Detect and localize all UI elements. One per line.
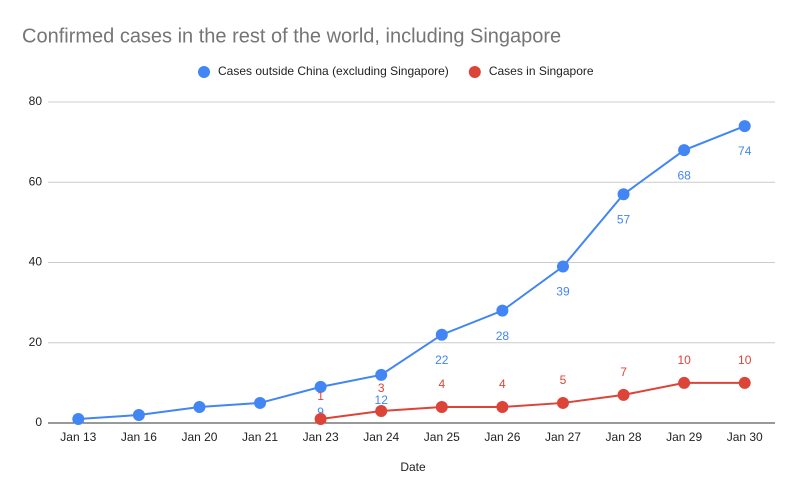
legend-label: Cases in Singapore [489, 64, 594, 78]
point [435, 328, 448, 341]
x-tick-label: Jan 13 [60, 430, 96, 444]
point [132, 408, 145, 421]
series-line [320, 381, 745, 420]
point [617, 388, 630, 401]
data-label: 9 [317, 405, 324, 419]
legend-marker [198, 66, 210, 78]
point [738, 120, 751, 133]
x-tick-label: Jan 16 [121, 430, 157, 444]
y-tick-label: 0 [35, 415, 42, 429]
x-tick-label: Jan 21 [242, 430, 278, 444]
x-tick-label: Jan 29 [666, 430, 702, 444]
data-label: 3 [378, 381, 385, 395]
point [435, 400, 448, 413]
point [556, 396, 569, 409]
data-label: 1 [317, 389, 324, 403]
data-label: 39 [556, 285, 570, 299]
legend-label: Cases outside China (excluding Singapore… [218, 64, 449, 78]
y-tick-label: 80 [29, 94, 43, 108]
data-label: 4 [438, 377, 445, 391]
legend-marker [468, 66, 481, 78]
point [314, 380, 327, 393]
point [556, 260, 569, 273]
point [678, 144, 691, 157]
data-label: 74 [738, 144, 752, 158]
point [254, 396, 267, 409]
y-tick-label: 20 [29, 335, 43, 349]
point [375, 368, 388, 381]
x-tick-label: Jan 28 [606, 430, 642, 444]
chart-title: Confirmed cases in the rest of the world… [22, 25, 561, 47]
data-label: 5 [560, 373, 567, 387]
point [496, 304, 509, 317]
y-tick-label: 60 [29, 174, 43, 188]
data-label: 68 [677, 168, 691, 182]
series-line [78, 125, 746, 420]
y-tick-label: 40 [29, 255, 43, 269]
data-label: 57 [617, 212, 631, 226]
x-tick-label: Jan 30 [727, 430, 763, 444]
point [193, 400, 206, 413]
data-label: 28 [496, 329, 510, 343]
point [617, 188, 630, 201]
point [496, 400, 509, 413]
data-label: 10 [738, 353, 752, 367]
point [314, 412, 327, 425]
point [678, 376, 691, 389]
data-label: 12 [375, 393, 389, 407]
x-tick-label: Jan 24 [363, 430, 399, 444]
data-label: 22 [435, 353, 449, 367]
data-label: 7 [620, 365, 627, 379]
data-label: 4 [499, 377, 506, 391]
point [375, 404, 388, 417]
data-label: 10 [677, 353, 691, 367]
x-tick-label: Jan 20 [181, 430, 217, 444]
x-tick-label: Jan 23 [303, 430, 339, 444]
x-tick-label: Jan 27 [545, 430, 581, 444]
point [72, 412, 85, 425]
x-axis-title: Date [400, 460, 426, 474]
x-tick-label: Jan 26 [484, 430, 520, 444]
point [738, 376, 751, 389]
x-tick-label: Jan 25 [424, 430, 460, 444]
